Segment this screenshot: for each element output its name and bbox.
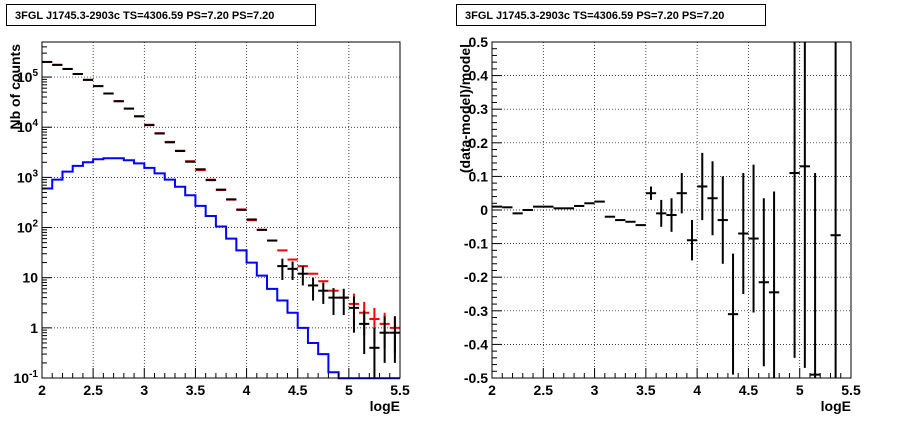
right-y-tick-label: 0.5 bbox=[469, 34, 489, 50]
left-x-tick-label: 4.5 bbox=[288, 382, 308, 398]
left-y-tick-label: 10 bbox=[22, 270, 38, 286]
left-y-axis-label: Nb of counts bbox=[7, 44, 23, 130]
left-y-tick-label: 105 bbox=[17, 68, 39, 85]
left-frame bbox=[41, 41, 401, 379]
right-y-tick-label: -0.2 bbox=[464, 269, 488, 285]
right-grid bbox=[492, 42, 851, 378]
right-x-tick-label: 2.5 bbox=[534, 382, 554, 398]
right-x-axis-label: logE bbox=[821, 398, 851, 414]
left-plot bbox=[42, 60, 400, 380]
model-histogram-line bbox=[42, 157, 400, 380]
right-y-tick-label: -0.5 bbox=[464, 370, 488, 386]
left-x-tick-label: 2.5 bbox=[83, 382, 103, 398]
left-y-tick-label: 103 bbox=[17, 168, 39, 185]
right-y-tick-label: 0.1 bbox=[469, 168, 489, 184]
left-y-tick-label: 104 bbox=[17, 118, 39, 135]
right-x-tick-label: 2 bbox=[488, 382, 496, 398]
left-x-tick-label: 2 bbox=[38, 382, 46, 398]
left-grid bbox=[42, 42, 400, 378]
right-y-tick-label: 0.2 bbox=[469, 135, 489, 151]
right-y-tick-label: 0 bbox=[480, 202, 488, 218]
right-x-tick-label: 3.5 bbox=[636, 382, 656, 398]
left-y-tick-label: 10-1 bbox=[14, 369, 39, 386]
left-x-axis-label: logE bbox=[370, 398, 400, 414]
left-panel-title: 3FGL J1745.3-2903c TS=4306.59 PS=7.20 PS… bbox=[6, 4, 316, 26]
right-y-axis-label: (data-model)/model bbox=[457, 44, 473, 173]
left-x-tick-label: 5 bbox=[345, 382, 353, 398]
left-x-tick-label: 5.5 bbox=[390, 382, 410, 398]
right-y-tick-label: -0.1 bbox=[464, 236, 488, 252]
left-y-tick-label: 1 bbox=[30, 320, 38, 336]
right-y-tick-label: 0.4 bbox=[469, 68, 489, 84]
left-y-tick-label: 102 bbox=[17, 219, 39, 236]
left-x-tick-label: 3 bbox=[140, 382, 148, 398]
right-panel-title: 3FGL J1745.3-2903c TS=4306.59 PS=7.20 PS… bbox=[456, 4, 766, 26]
right-x-tick-label: 3 bbox=[591, 382, 599, 398]
right-x-tick-label: 4 bbox=[693, 382, 701, 398]
right-x-tick-label: 5 bbox=[796, 382, 804, 398]
right-x-tick-label: 4.5 bbox=[739, 382, 759, 398]
right-y-tick-label: -0.4 bbox=[464, 336, 488, 352]
right-plot bbox=[492, 42, 841, 378]
left-x-tick-label: 4 bbox=[243, 382, 251, 398]
right-x-tick-label: 5.5 bbox=[841, 382, 861, 398]
right-y-tick-label: 0.3 bbox=[469, 101, 489, 117]
right-y-tick-label: -0.3 bbox=[464, 303, 488, 319]
left-x-tick-label: 3.5 bbox=[186, 382, 206, 398]
